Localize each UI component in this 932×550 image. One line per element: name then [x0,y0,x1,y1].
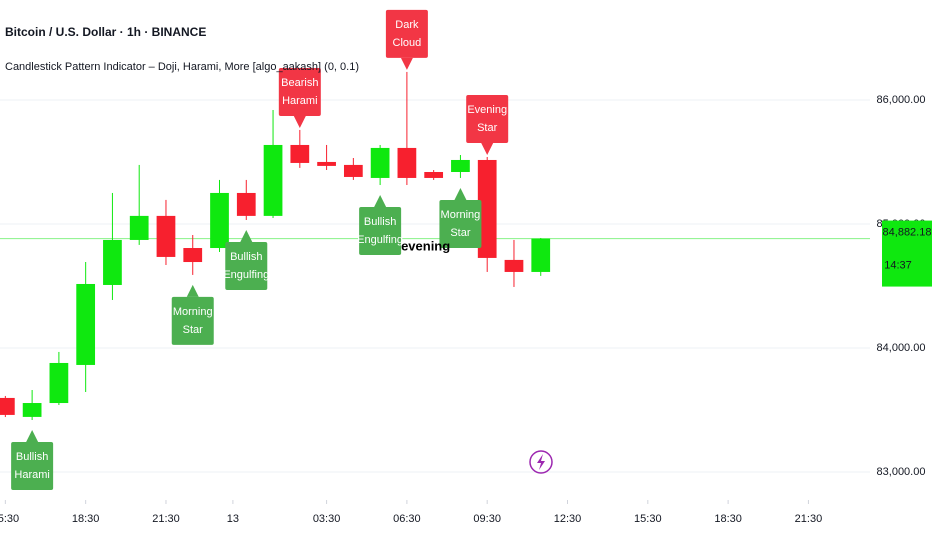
candle-body [317,161,336,166]
pattern-label: Dark Cloud [385,9,428,70]
x-tick-label: 15:30 [634,513,662,525]
label-text: Bullish [230,251,262,263]
pattern-label: Morning Star [171,284,214,345]
candle-body [156,215,176,257]
label-pointer [454,187,467,200]
label-pointer [400,57,413,70]
candles [0,71,551,421]
chart-subtitle: Candlestick Pattern Indicator – Doji, Ha… [5,61,359,73]
candle-body [263,144,283,216]
label-text: Morning [173,306,213,318]
last-price-box [882,220,932,287]
candle-body [370,147,390,178]
x-tick-label: 18:30 [72,513,100,525]
candle-body [477,159,497,258]
label-pointer [26,430,39,443]
label-text: Engulfing [223,269,269,281]
label-text: Harami [14,469,49,481]
label-text: Star [450,227,471,239]
x-tick-label: 03:30 [313,513,341,525]
label-pointer [293,115,306,128]
candle-body [424,171,444,178]
candle-body [504,259,524,272]
annotations: Bullish Harami Morning Star Bullish Engulfing… [11,9,509,491]
candle-body [531,238,551,272]
label-pointer [186,284,199,297]
x-tick-label: 21:30 [152,513,180,525]
chart-text-label: evening [401,238,450,253]
candle-body [236,192,256,216]
candle-body [397,147,417,178]
y-tick-label: 86,000.00 [877,94,926,106]
label-pointer [481,142,494,155]
x-tick-label: 21:30 [795,513,823,525]
axes: 83,000.0084,000.0085,000.0086,000.0015:3… [0,94,932,525]
x-tick-label: 09:30 [473,513,501,525]
label-box [439,199,482,248]
pattern-label: Bullish Engulfing [223,229,269,290]
replay-icon [529,450,553,474]
candle-body [210,192,229,249]
label-box [11,442,54,491]
label-box [171,296,214,345]
pattern-label: Bearish Harami [278,67,321,128]
candle-body [22,403,42,417]
pattern-label: Bullish Engulfing [357,195,403,256]
label-text: Star [183,324,204,336]
candle-body [0,397,15,415]
label-text: Morning [441,209,481,221]
x-tick-label: 12:30 [554,513,582,525]
candle-body [49,362,69,404]
label-box [278,67,321,116]
label-text: Bearish [281,77,318,89]
chart-title: Bitcoin / U.S. Dollar · 1h · BINANCE [5,25,206,39]
candle-body [76,283,96,365]
y-tick-label: 83,000.00 [877,466,926,478]
label-text: Bullish [16,451,48,463]
label-box [225,241,268,290]
y-tick-label: 84,000.00 [877,342,926,354]
label-text: Star [477,122,498,134]
label-text: Harami [282,95,317,107]
x-tick-label: 13 [227,513,239,525]
countdown: 14:37 [884,259,912,271]
candle-body [183,248,203,263]
last-price-label: 84,882.18 [883,226,932,238]
label-text: Evening [467,104,507,116]
x-tick-label: 18:30 [714,513,742,525]
label-box [359,207,402,256]
label-text: Bullish [364,216,396,228]
label-text: Dark [395,19,419,31]
label-text: Cloud [393,37,422,49]
pattern-label: Morning Star [439,187,482,248]
candle-body [343,164,363,177]
label-text: Engulfing [357,234,403,246]
candle-body [129,215,149,240]
pattern-label: Bullish Harami [11,430,54,491]
x-tick-label: 06:30 [393,513,421,525]
label-box [466,94,509,143]
x-tick-label: 15:30 [0,513,19,525]
candle-body [451,159,470,172]
candle-body [290,144,310,163]
pattern-label: Evening Star [466,94,509,155]
label-box [385,9,428,58]
candle-body [103,239,122,285]
label-pointer [374,195,387,208]
label-pointer [240,229,253,242]
